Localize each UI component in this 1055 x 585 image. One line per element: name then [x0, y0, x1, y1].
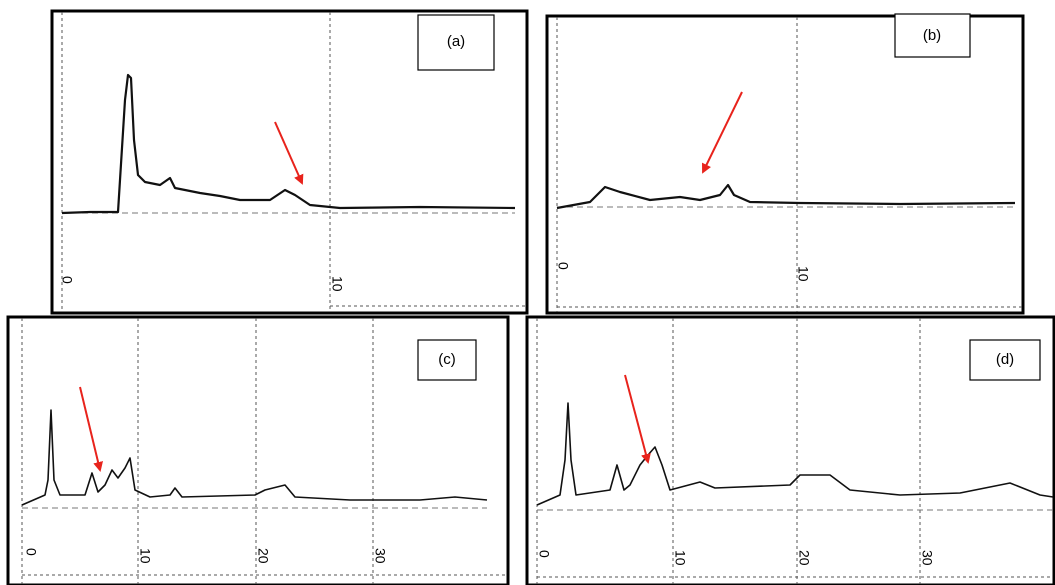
trace [556, 183, 1016, 210]
arrow [624, 374, 651, 464]
panel-label: (d) [996, 351, 1014, 368]
panel-c: (c) 0 10 20 30 [6, 315, 510, 585]
arrow [79, 386, 103, 472]
trace [61, 73, 516, 215]
x-tick-label: 10 [672, 550, 688, 566]
x-tick-label: 30 [919, 550, 935, 566]
x-tick-label: 10 [329, 276, 345, 292]
x-tick-label: 0 [59, 276, 75, 284]
label-box [894, 13, 971, 58]
x-tick-label: 0 [23, 548, 39, 556]
arrow [702, 91, 743, 174]
trace [536, 402, 1054, 506]
panel-d: (d) 0 10 20 30 [525, 315, 1055, 585]
x-tick-label: 10 [137, 548, 153, 564]
panel-label: (c) [438, 351, 456, 368]
panel-a: (a) 0 10 [50, 9, 529, 315]
panel-frame [6, 315, 510, 585]
panel-frame [545, 14, 1025, 315]
x-tick-label: 0 [536, 550, 552, 558]
panel-frame [525, 315, 1055, 585]
x-tick-label: 30 [372, 548, 388, 564]
label-box [417, 339, 477, 381]
arrow [274, 121, 304, 185]
panel-frame [50, 9, 529, 315]
panel-label: (b) [923, 27, 941, 44]
panel-b: (b) 0 10 [545, 13, 1025, 315]
x-tick-label: 0 [555, 262, 571, 270]
label-box [969, 339, 1041, 381]
trace [21, 409, 488, 506]
x-tick-label: 10 [795, 266, 811, 282]
label-box [417, 14, 495, 71]
x-tick-label: 20 [255, 548, 271, 564]
x-tick-label: 20 [796, 550, 812, 566]
panel-label: (a) [447, 33, 465, 50]
